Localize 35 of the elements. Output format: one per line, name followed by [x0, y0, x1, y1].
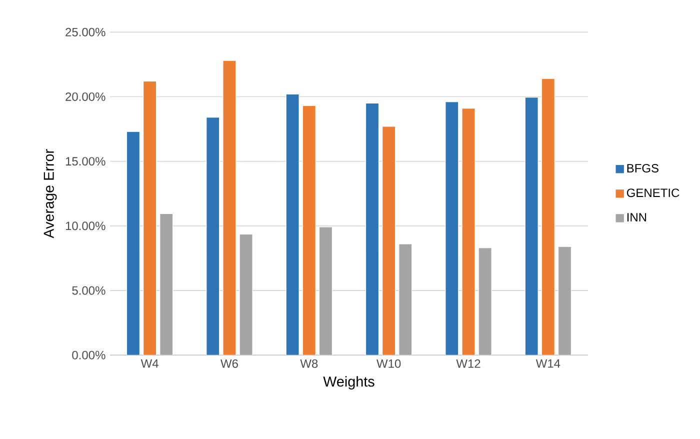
- y-tick-label: 10.00%: [66, 222, 106, 230]
- bar: [160, 213, 174, 356]
- bar: [478, 248, 492, 356]
- bar: [365, 102, 380, 356]
- y-tick-label: 15.00%: [66, 157, 106, 166]
- legend-label: BFGS: [627, 164, 658, 172]
- bar: [382, 126, 396, 356]
- x-tick-label: W6: [220, 359, 238, 368]
- x-tick-label: W14: [536, 359, 560, 368]
- bar: [462, 108, 476, 356]
- x-tick-label: W4: [140, 359, 158, 368]
- legend-label: INN: [627, 213, 646, 222]
- bar: [206, 117, 220, 356]
- bar: [302, 105, 316, 356]
- bar: [222, 60, 236, 356]
- bar: [239, 234, 253, 356]
- bar: [143, 80, 157, 356]
- bar: [318, 226, 333, 356]
- y-tick-label: 25.00%: [66, 28, 106, 36]
- bar: [126, 131, 140, 356]
- x-tick-label: W8: [300, 359, 318, 368]
- y-axis-title: Average Error: [44, 149, 57, 238]
- bar: [286, 94, 300, 356]
- bar: [445, 102, 459, 356]
- x-axis-title: Weights: [323, 376, 374, 390]
- x-tick-label: W10: [376, 359, 401, 368]
- bar: [558, 246, 572, 356]
- bar: [524, 96, 538, 356]
- y-tick-label: 0.00%: [72, 350, 106, 360]
- y-tick-label: 20.00%: [66, 92, 106, 101]
- bar: [541, 78, 555, 356]
- legend-label: GENETIC: [626, 188, 680, 198]
- bar: [398, 244, 412, 356]
- y-tick-label: 5.00%: [72, 286, 106, 295]
- x-tick-label: W12: [456, 359, 480, 368]
